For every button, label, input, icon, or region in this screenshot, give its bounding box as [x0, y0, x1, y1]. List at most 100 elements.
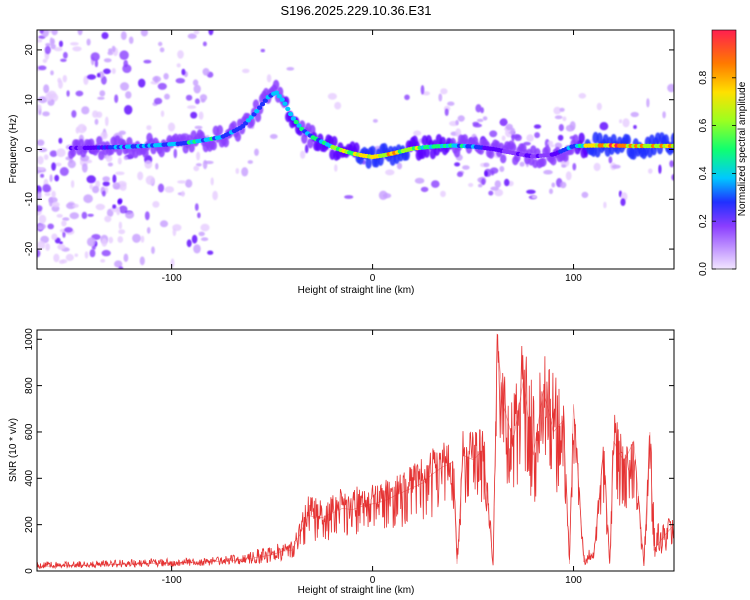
spectrogram-noise-blob: [72, 46, 82, 52]
spectrogram-noise-blob: [241, 167, 249, 177]
spectrogram-noise-blob: [620, 198, 626, 206]
spectrogram-noise-blob: [476, 118, 484, 123]
spectrogram-noise-blob: [124, 105, 133, 115]
spectrogram-noise-blob: [112, 204, 117, 209]
spectrogram-noise-blob: [193, 84, 201, 94]
colorbar-tick-label: 0.0: [698, 262, 709, 276]
spectrogram-noise-blob: [143, 59, 152, 64]
spectrogram-noise-blob: [86, 74, 97, 80]
spectrogram-noise-blob: [139, 256, 145, 266]
spectrogram-noise-blob: [198, 111, 204, 120]
spectrogram-noise-blob: [207, 250, 214, 255]
spectrogram-noise-blob: [186, 239, 192, 248]
spectrogram-noise-blob: [164, 93, 170, 100]
spectrogram-noise-blob: [619, 119, 623, 124]
spectrogram-noise-blob: [114, 260, 123, 268]
spectrogram-noise-blob: [396, 162, 403, 170]
spectrogram-noise-blob: [488, 190, 494, 196]
spectrogram-noise-blob: [454, 162, 461, 167]
spectrogram-noise-blob: [118, 221, 123, 230]
spectrogram-noise-blob: [140, 235, 145, 243]
spectrogram-noise-blob: [59, 40, 63, 47]
spectrogram-noise-blob: [112, 182, 121, 190]
spectrogram-noise-blob: [286, 67, 295, 71]
spectrogram-noise-blob: [63, 51, 68, 59]
spectrogram-noise-blob: [37, 96, 48, 104]
spectrogram-noise-blob: [554, 115, 563, 120]
spectrogram-x-ticks: -100 0 100: [162, 30, 582, 284]
spectrogram-noise-blob: [505, 123, 513, 131]
spectrogram-noise-blob: [157, 183, 165, 193]
spectrogram-noise-blob: [54, 162, 62, 167]
snr-y-label: SNR (10 * v/v): [8, 418, 19, 482]
spectrogram-noise-blob: [462, 165, 470, 170]
ridge-core: [296, 123, 302, 128]
colorbar-tick-label: 0.8: [698, 70, 709, 84]
spectrogram-noise-blob: [94, 59, 99, 68]
spectrogram-noise-blob: [62, 75, 67, 83]
spectrogram-noise-blob: [154, 97, 163, 105]
spectrogram-noise-blob: [194, 125, 203, 130]
ridge-halo: [307, 138, 314, 149]
spectrogram-noise-blob: [247, 160, 253, 164]
snr-plot-area: [37, 330, 674, 571]
snr-baseline-line: [37, 339, 674, 567]
spectrogram-noise-blob: [37, 205, 43, 212]
ridge-halo: [487, 149, 495, 159]
colorbar-tick-label: 0.4: [698, 166, 709, 180]
spectrogram-noise-blob: [128, 36, 134, 44]
spectrogram-noise-blob: [194, 98, 200, 105]
y-tick-label: 200: [24, 516, 35, 533]
spectrogram-noise-blob: [622, 118, 630, 128]
spectrogram-noise-blob: [123, 59, 128, 68]
spectrogram-noise-blob: [175, 78, 185, 84]
spectrogram-noise-blob: [45, 43, 51, 47]
ridge-core: [245, 118, 251, 123]
ridge-halo: [550, 156, 557, 166]
spectrogram-noise-blob: [669, 160, 674, 168]
spectrogram-noise-blob: [49, 150, 58, 157]
snr-y-ticks: 0 200 400 600 800 1000: [24, 328, 674, 574]
spectrogram-noise-blob: [501, 135, 506, 141]
spectrogram-noise-blob: [499, 166, 505, 172]
y-tick-label: 800: [24, 377, 35, 394]
spectrogram-noise-blob: [50, 43, 56, 50]
spectrogram-noise-blob: [82, 126, 87, 131]
ridge-core: [240, 124, 246, 129]
spectrogram-noise-blob: [40, 173, 45, 178]
spectrogram-noise-blob: [444, 108, 449, 116]
spectrogram-noise-blob: [482, 116, 488, 121]
spectrogram-noise-blob: [45, 243, 50, 251]
spectrogram-noise-blob: [504, 178, 510, 187]
spectrogram-noise-blob: [557, 134, 564, 141]
y-tick-label: 0: [24, 568, 35, 574]
spectrogram-noise-blob: [42, 58, 48, 64]
spectrogram-noise-blob: [630, 111, 639, 118]
spectrogram-noise-blob: [81, 106, 90, 115]
y-tick-label: -20: [24, 241, 35, 256]
spectrogram-noise-blob: [510, 127, 516, 135]
ridge-core: [279, 97, 285, 102]
spectrogram-noise-blob: [455, 128, 462, 138]
snr-panel: -100 0 100 0 200 400 600 800 1000 Height of str…: [8, 328, 675, 596]
spectrogram-noise-blob: [190, 111, 198, 119]
spectrogram-noise-blob: [69, 212, 80, 220]
spectrogram-noise-blob: [167, 122, 176, 132]
spectrogram-noise-blob: [66, 90, 70, 97]
spectrogram-noise-blob: [526, 134, 534, 142]
spectrogram-noise-blob: [163, 73, 169, 80]
spectrogram-noise-blob: [103, 68, 111, 75]
spectrogram-noise-blob: [414, 177, 425, 184]
spectrogram-noise-blob: [107, 50, 114, 56]
spectrogram-noise-blob: [559, 181, 567, 189]
ridge-halo: [369, 145, 376, 158]
spectrogram-noise-blob: [565, 171, 572, 181]
spectrogram-noise-blob: [125, 211, 135, 219]
spectrogram-noise-blob: [438, 93, 443, 102]
spectrogram-noise-blob: [199, 94, 208, 102]
spectrogram-noise-blob: [151, 246, 155, 254]
spectrogram-noise-blob: [53, 47, 63, 52]
spectrogram-noise-blob: [553, 106, 562, 115]
spectrogram-noise-blob: [440, 88, 448, 95]
